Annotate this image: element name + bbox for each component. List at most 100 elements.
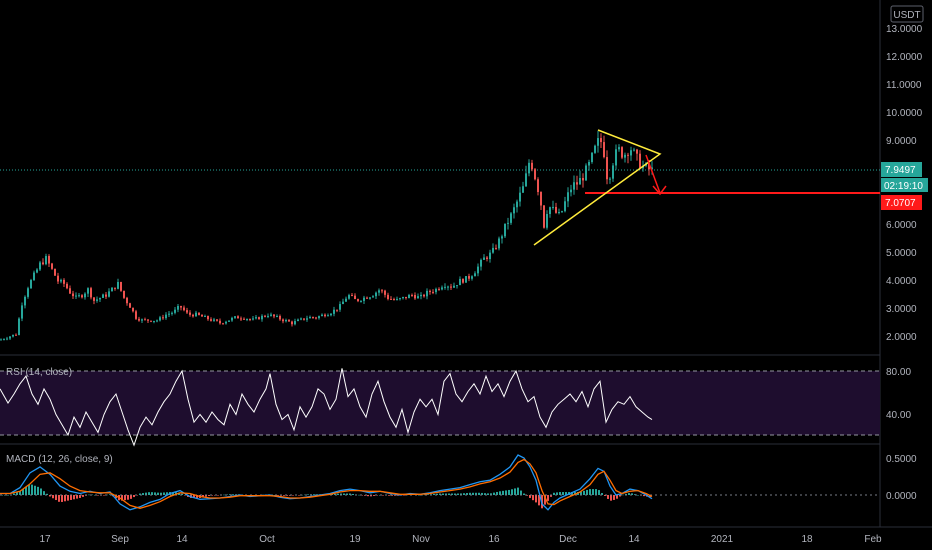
candle-body xyxy=(486,257,488,260)
candle-body xyxy=(291,321,293,325)
candle-body xyxy=(384,290,386,295)
macd-histogram-bar xyxy=(340,493,342,495)
candle-body xyxy=(609,178,611,180)
candle-body xyxy=(579,178,581,185)
macd-histogram-bar xyxy=(532,495,534,501)
price-tick: 6.0000 xyxy=(886,220,917,231)
macd-histogram-bar xyxy=(610,495,612,501)
candle-body xyxy=(507,222,509,224)
macd-histogram-bar xyxy=(334,493,336,495)
macd-histogram-bar xyxy=(436,493,438,495)
candle-body xyxy=(621,147,623,158)
candle-body xyxy=(240,318,242,320)
rsi-line xyxy=(0,368,653,447)
macd-histogram-bar xyxy=(622,494,624,496)
macd-histogram-bar xyxy=(19,491,21,495)
macd-histogram-bar xyxy=(52,495,54,499)
candle-body xyxy=(183,307,185,311)
macd-histogram-bar xyxy=(496,491,498,495)
macd-histogram-bar xyxy=(490,493,492,495)
candle-body xyxy=(198,312,200,315)
macd-histogram-bar xyxy=(181,493,183,495)
candle-body xyxy=(357,299,359,302)
macd-histogram-bar xyxy=(226,494,228,495)
candle-body xyxy=(636,149,638,154)
candle-body xyxy=(612,165,614,179)
candle-body xyxy=(489,252,491,260)
macd-histogram-bar xyxy=(106,494,108,496)
macd-histogram-bar xyxy=(43,491,45,495)
candle-body xyxy=(432,291,434,293)
candle-body xyxy=(12,334,14,337)
candle-body xyxy=(195,312,197,317)
candle-body xyxy=(651,167,653,170)
macd-histogram-bar xyxy=(487,493,489,495)
candle-body xyxy=(459,278,461,286)
macd-histogram-bar xyxy=(598,490,600,495)
macd-histogram-bar xyxy=(370,495,372,497)
candle-body xyxy=(273,314,275,317)
candle-body xyxy=(363,297,365,301)
macd-histogram-bar xyxy=(628,493,630,495)
macd-histogram-bar xyxy=(454,493,456,495)
candle-body xyxy=(234,316,236,318)
candle-body xyxy=(624,154,626,158)
last-price-tag xyxy=(881,162,922,177)
candle-body xyxy=(330,313,332,316)
time-tick: Dec xyxy=(559,534,577,545)
candle-body xyxy=(99,297,101,300)
candle-body xyxy=(462,278,464,283)
macd-histogram-bar xyxy=(91,494,93,496)
candle-body xyxy=(630,150,632,156)
candle-body xyxy=(321,314,323,317)
macd-histogram-bar xyxy=(484,493,486,495)
macd-histogram-bar xyxy=(49,495,51,497)
candle-body xyxy=(177,305,179,310)
candle-body xyxy=(69,288,71,294)
macd-histogram-bar xyxy=(613,495,615,500)
candle-body xyxy=(573,182,575,190)
macd-histogram-bar xyxy=(151,492,153,495)
candle-body xyxy=(465,276,467,283)
candle-body xyxy=(66,283,68,289)
candle-body xyxy=(144,319,146,321)
macd-histogram-bar xyxy=(562,492,564,495)
candle-body xyxy=(9,336,11,339)
macd-histogram-bar xyxy=(283,495,285,496)
candle-body xyxy=(93,297,95,301)
candle-body xyxy=(582,178,584,181)
candle-body xyxy=(81,295,83,298)
price-tick: 13.0000 xyxy=(886,24,923,35)
candle-body xyxy=(492,247,494,253)
candle-body xyxy=(171,312,173,314)
macd-histogram-bar xyxy=(403,495,405,496)
currency-badge-frame[interactable] xyxy=(890,5,924,23)
macd-histogram-bar xyxy=(28,484,30,495)
candle-body xyxy=(258,317,260,320)
macd-histogram-bar xyxy=(307,494,309,495)
candle-body xyxy=(282,319,284,322)
time-tick: 17 xyxy=(39,534,51,545)
macd-histogram-bar xyxy=(7,495,9,496)
macd-histogram-bar xyxy=(130,495,132,499)
candle-body xyxy=(501,236,503,239)
support-price-value: 7.0707 xyxy=(885,198,916,209)
symmetrical-triangle-drawing[interactable] xyxy=(533,129,662,246)
candle-body xyxy=(360,300,362,302)
candle-body xyxy=(534,169,536,180)
candle-body xyxy=(558,212,560,214)
macd-histogram-bar xyxy=(589,489,591,495)
candle-body xyxy=(237,316,239,319)
candle-body xyxy=(105,294,107,297)
macd-histogram-bar xyxy=(61,495,63,502)
candle-body xyxy=(300,318,302,320)
macd-histogram-bar xyxy=(592,489,594,495)
candle-body xyxy=(531,162,533,170)
candle-body xyxy=(480,259,482,267)
candle-body xyxy=(369,297,371,299)
candle-body xyxy=(312,316,314,318)
macd-tick: 0.0000 xyxy=(886,491,917,502)
macd-histogram-bar xyxy=(580,491,582,495)
time-tick: Feb xyxy=(864,534,882,545)
